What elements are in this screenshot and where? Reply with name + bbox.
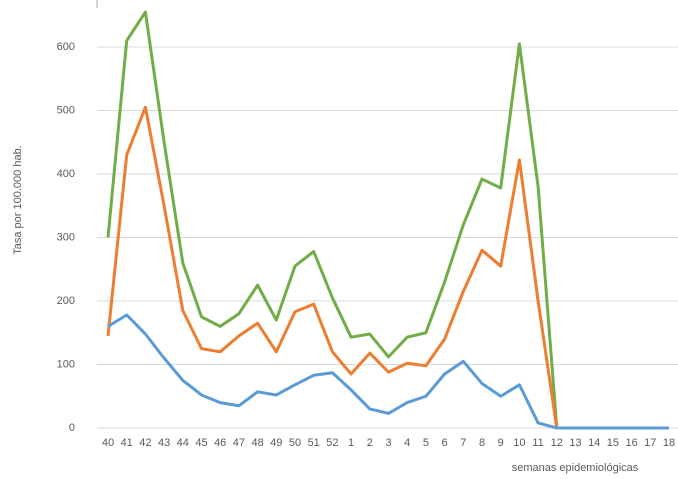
x-tick-label: 2 <box>367 437 373 449</box>
y-tick-label: 0 <box>69 422 75 434</box>
x-tick-label: 5 <box>423 437 429 449</box>
x-tick-label: 10 <box>513 437 525 449</box>
y-axis-label: Tasa por 100.000 hab. <box>12 145 24 254</box>
x-tick-label: 14 <box>588 437 600 449</box>
x-tick-label: 17 <box>644 437 656 449</box>
x-tick-label: 4 <box>404 437 410 449</box>
x-tick-label: 8 <box>479 437 485 449</box>
y-tick-label: 100 <box>57 358 75 370</box>
y-tick-label: 500 <box>57 104 75 116</box>
x-tick-label: 49 <box>270 437 282 449</box>
x-tick-label: 42 <box>139 437 151 449</box>
x-tick-label: 16 <box>625 437 637 449</box>
x-tick-label: 40 <box>102 437 114 449</box>
series-line <box>106 105 669 430</box>
x-tick-label: 6 <box>442 437 448 449</box>
x-tick-label: 3 <box>385 437 391 449</box>
x-tick-label: 51 <box>308 437 320 449</box>
x-tick-label: 18 <box>663 437 675 449</box>
x-tick-label: 43 <box>158 437 170 449</box>
x-tick-label: 45 <box>195 437 207 449</box>
x-tick-label: 9 <box>498 437 504 449</box>
x-tick-label: 15 <box>607 437 619 449</box>
x-tick-label: 46 <box>214 437 226 449</box>
x-tick-label: 12 <box>551 437 563 449</box>
y-tick-label: 300 <box>57 231 75 243</box>
x-tick-label: 1 <box>348 437 354 449</box>
y-tick-label: 200 <box>57 295 75 307</box>
x-tick-label: 47 <box>233 437 245 449</box>
x-tick-label: 50 <box>289 437 301 449</box>
series-line <box>107 313 669 430</box>
x-tick-label: 11 <box>532 437 543 449</box>
x-axis-label: semanas epidemiológicas <box>512 462 639 474</box>
y-tick-label: 400 <box>57 168 75 180</box>
x-tick-label: 7 <box>460 437 466 449</box>
series-line <box>106 10 669 430</box>
x-tick-label: 41 <box>121 437 133 449</box>
x-tick-label: 44 <box>177 437 189 449</box>
x-tick-label: 52 <box>326 437 338 449</box>
x-tick-label: 48 <box>251 437 263 449</box>
y-tick-label: 600 <box>57 41 75 53</box>
x-tick-label: 13 <box>569 437 581 449</box>
